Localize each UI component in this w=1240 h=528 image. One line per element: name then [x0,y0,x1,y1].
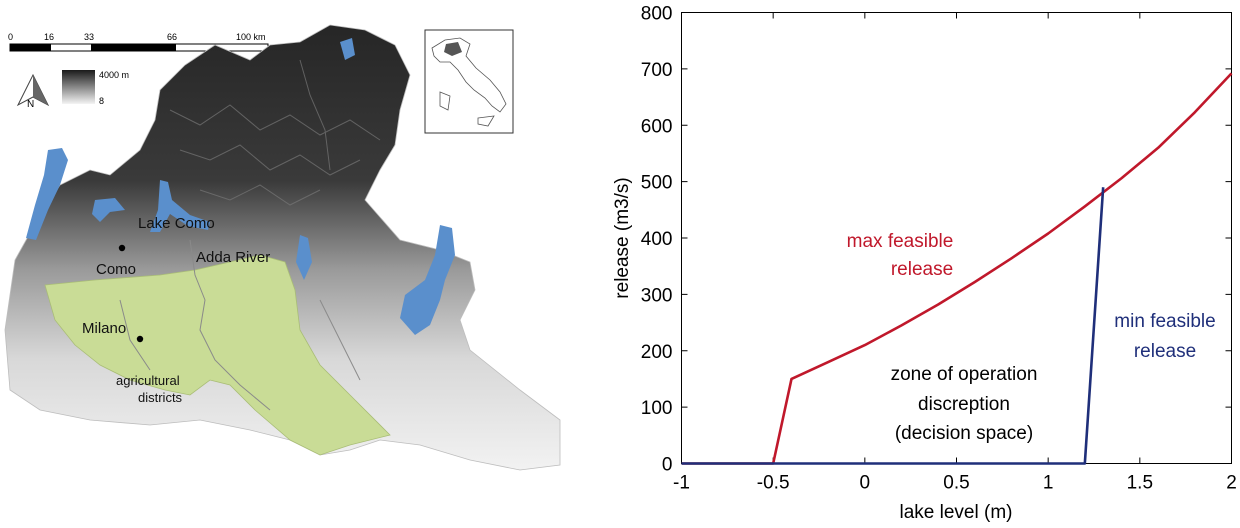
x-tick-label: 1 [1043,473,1054,494]
lake-maggiore [26,148,68,240]
x-tick-label: -0.5 [757,473,790,494]
elevation-legend: 4000 m 8 [62,70,129,106]
min-feasible-label-2: release [1134,341,1196,362]
zone-label-3: (decision space) [895,423,1033,444]
x-tick-label: 2 [1226,473,1237,494]
milano-city-dot [136,335,144,343]
lake-garda [400,225,455,335]
como-label: Como [96,261,136,278]
rivers [119,239,361,411]
agricultural-districts-label-1: agricultural [116,373,180,388]
north-label: N [27,99,34,110]
y-tick-label: 0 [662,455,673,476]
max-feasible-release-line [681,72,1233,465]
x-tick-label: 1.5 [1127,473,1153,494]
zone-label-2: discreption [918,394,1010,415]
y-tick-label: 700 [641,60,673,81]
max-feasible-label-2: release [891,259,953,280]
y-tick-label: 100 [641,398,673,419]
lake-como-label: Lake Como [138,215,215,232]
min-feasible-label-1: min feasible [1114,311,1215,332]
y-tick-label: 400 [641,229,673,250]
scale-tick-16: 16 [44,32,54,42]
scale-tick-100: 100 km [236,32,266,42]
y-tick-label: 800 [641,4,673,25]
lake-como-shape [150,180,210,232]
min-feasible-release-line [681,187,1105,465]
adda-river [189,239,271,411]
y-tick-label: 500 [641,173,673,194]
scale-tick-66: 66 [167,32,177,42]
plot-frame [681,12,1232,464]
elevation-gradient [62,70,95,104]
x-axis-label: lake level (m) [900,502,1013,523]
italy-outline [431,37,507,127]
scale-tick-33: 33 [84,32,94,42]
zone-label-1: zone of operation [891,364,1038,385]
lake-north [340,38,355,60]
x-tick-label: 0.5 [943,473,969,494]
scale-tick-0: 0 [8,32,13,42]
como-city-dot [118,244,126,252]
release-chart: -1 -0.5 0 0.5 1 1.5 2 0 100 200 300 400 500 600 700 800… [612,4,1237,524]
y-tick-label: 300 [641,285,673,306]
y-tick-label: 600 [641,116,673,137]
scale-bar: 0 16 33 66 100 km [8,32,269,52]
y-tick-label: 200 [641,342,673,363]
lakes [26,38,455,335]
x-tick-label: -1 [673,473,690,494]
lake-iseo [296,235,312,280]
adda-river-label: Adda River [196,249,270,266]
elevation-max-label: 4000 m [99,70,129,80]
agricultural-districts-label-2: districts [138,390,183,405]
elevation-min-label: 8 [99,96,104,106]
ridges [169,59,381,206]
lombardy-map: 0 16 33 66 100 km N 4000 m 8 [4,24,561,471]
italy-inset [424,29,514,134]
x-tick-label: 0 [860,473,871,494]
y-axis-label: release (m3/s) [612,177,633,298]
lombardy-highlight [444,42,462,56]
max-feasible-label-1: max feasible [847,231,954,252]
lake-lugano [92,198,125,222]
milano-label: Milano [82,320,126,337]
north-arrow-icon: N [16,73,50,110]
agricultural-districts [44,254,391,456]
